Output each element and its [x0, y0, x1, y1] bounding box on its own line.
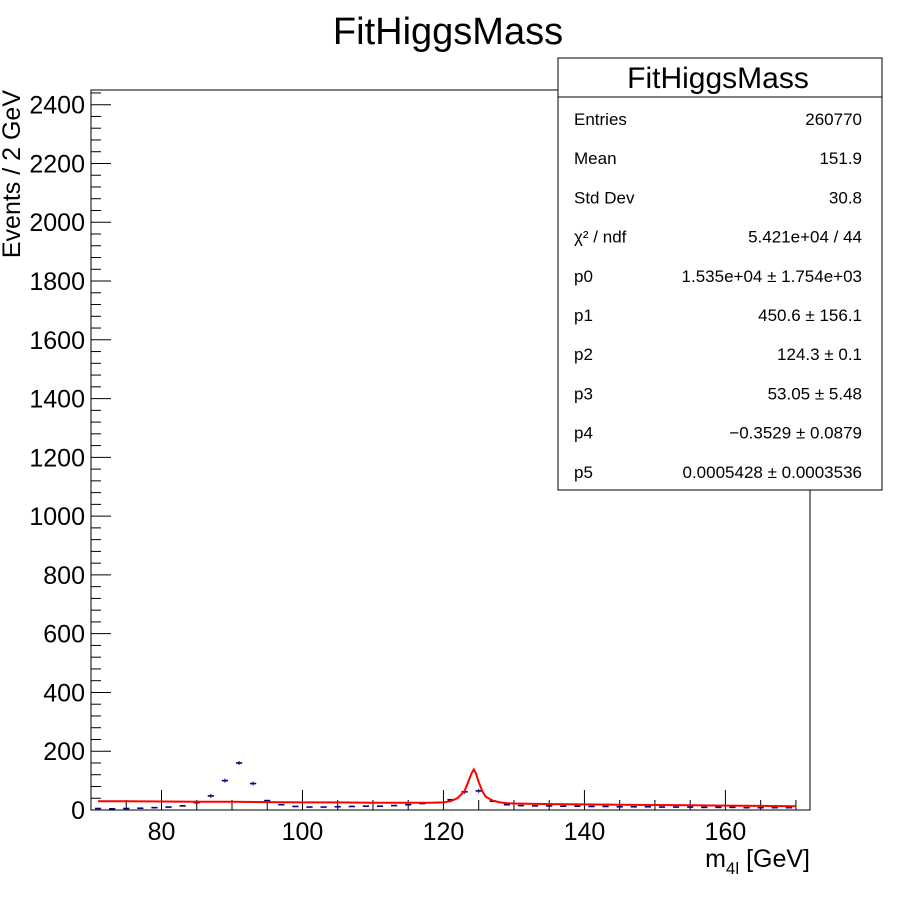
stats-row-label: p0	[574, 267, 593, 286]
stats-box: FitHiggsMass Entries 260770 Mean 151.9 Std D…	[557, 57, 883, 491]
stats-row-label: p1	[574, 306, 593, 325]
stats-box-title: FitHiggsMass	[627, 62, 809, 95]
stats-row-value: 30.8	[829, 188, 862, 207]
x-axis-label-sub: 4l	[726, 859, 739, 878]
stats-row-label: χ² / ndf	[574, 228, 627, 247]
stats-row-label: p4	[574, 424, 593, 443]
stats-row-label: Mean	[574, 149, 617, 168]
stats-box-rows: Entries 260770 Mean 151.9 Std Dev 30.8 χ² / nd…	[574, 110, 862, 482]
y-tick-label: 2200	[29, 150, 85, 178]
y-tick-label: 1800	[29, 268, 85, 296]
stats-row-label: p5	[574, 463, 593, 482]
y-tick-label: 2000	[29, 209, 85, 237]
stats-row-value: 151.9	[819, 149, 862, 168]
stats-row-value: 450.6 ± 156.1	[758, 306, 862, 325]
y-tick-label: 400	[43, 679, 85, 707]
y-axis-label: Events / 2 GeV	[0, 90, 26, 258]
x-tick-label: 140	[564, 818, 606, 846]
stats-row-label: p2	[574, 345, 593, 364]
stats-row-value: 124.3 ± 0.1	[777, 345, 862, 364]
stats-row-value: 5.421e+04 / 44	[748, 228, 862, 247]
stats-row-value: 260770	[805, 110, 862, 129]
x-axis: 80 100 120 140 160	[90, 790, 797, 846]
y-tick-label: 1600	[29, 327, 85, 355]
stats-row-label: Entries	[574, 110, 627, 129]
x-tick-label: 100	[282, 818, 324, 846]
y-tick-label: 1200	[29, 444, 85, 472]
y-tick-label: 200	[43, 738, 85, 766]
y-tick-label: 1400	[29, 386, 85, 414]
stats-row-value: 0.0005428 ± 0.0003536	[683, 463, 863, 482]
x-axis-label-main: m	[705, 845, 726, 873]
stats-row-value: −0.3529 ± 0.0879	[729, 424, 862, 443]
y-tick-label: 1000	[29, 503, 85, 531]
x-tick-label: 160	[705, 818, 747, 846]
stats-row-label: p3	[574, 384, 593, 403]
fit-curve	[98, 767, 796, 808]
stats-row-value: 53.05 ± 5.48	[768, 384, 862, 403]
stats-row-value: 1.535e+04 ± 1.754e+03	[682, 267, 862, 286]
y-tick-label: 600	[43, 621, 85, 649]
x-tick-label: 80	[148, 818, 176, 846]
stats-box-frame	[557, 57, 883, 491]
y-tick-label: 800	[43, 562, 85, 590]
stats-row-label: Std Dev	[574, 188, 635, 207]
y-tick-label: 0	[71, 797, 85, 825]
x-axis-label-unit: [GeV]	[739, 845, 810, 873]
chart-title: FitHiggsMass	[333, 11, 563, 53]
x-tick-label: 120	[423, 818, 465, 846]
y-tick-label: 2400	[29, 92, 85, 120]
y-axis: 0 200 400 600 800 1000 1200 1400 1600 1800 2000 220…	[29, 92, 111, 825]
x-axis-label: m4l [GeV]	[705, 845, 810, 878]
